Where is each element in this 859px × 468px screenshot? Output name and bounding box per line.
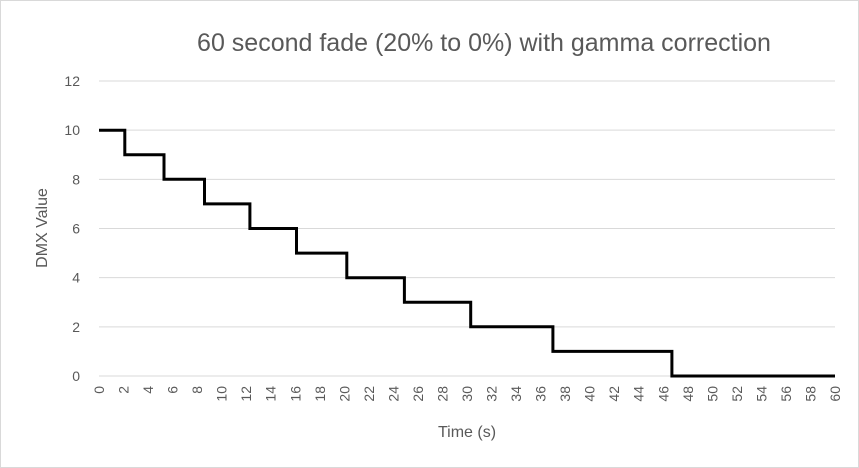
x-tick-label: 46 [655,386,671,402]
x-tick-label: 40 [582,386,598,402]
y-tick-label: 0 [72,368,80,384]
x-tick-label: 30 [459,386,475,402]
x-tick-label: 6 [165,386,181,394]
x-tick-label: 58 [802,386,818,402]
y-axis-tick-labels: 0 2 4 6 8 10 12 [64,73,80,384]
gridlines [99,80,835,377]
x-tick-label: 10 [214,386,230,402]
x-tick-label: 38 [557,386,573,402]
x-tick-label: 8 [189,386,205,394]
x-tick-label: 50 [704,386,720,402]
x-tick-label: 24 [385,386,401,402]
x-tick-label: 32 [484,386,500,402]
x-tick-label: 52 [729,386,745,402]
y-tick-label: 2 [72,319,80,335]
y-tick-label: 6 [72,221,80,237]
x-tick-label: 0 [91,386,107,394]
x-tick-label: 4 [140,386,156,394]
x-tick-label: 34 [508,386,524,402]
x-tick-label: 22 [361,386,377,402]
x-tick-label: 60 [827,386,843,402]
x-tick-label: 18 [312,386,328,402]
y-tick-label: 10 [64,122,80,138]
x-tick-label: 12 [238,386,254,402]
y-tick-label: 12 [64,73,80,89]
x-tick-label: 28 [434,386,450,402]
y-axis-title: DMX Value [34,188,51,268]
series-line [99,128,835,378]
x-tick-label: 14 [263,386,279,402]
series-layer [99,128,835,378]
y-tick-label: 8 [72,171,80,187]
x-tick-label: 54 [753,386,769,402]
x-tick-label: 36 [533,386,549,402]
chart-title: 60 second fade (20% to 0%) with gamma co… [197,29,771,57]
x-tick-label: 16 [287,386,303,402]
x-axis-title: Time (s) [438,424,496,441]
y-tick-label: 4 [72,270,80,286]
x-tick-label: 20 [336,386,352,402]
x-tick-label: 48 [680,386,696,402]
x-tick-label: 56 [778,386,794,402]
x-tick-label: 26 [410,386,426,402]
x-axis-tick-labels: 0 2 4 6 8 10 12 14 16 18 20 22 24 26 28 30 32 34 36 38 40 42 4… [91,386,843,402]
x-tick-label: 42 [606,386,622,402]
x-tick-label: 44 [631,386,647,402]
x-tick-label: 2 [116,386,132,394]
